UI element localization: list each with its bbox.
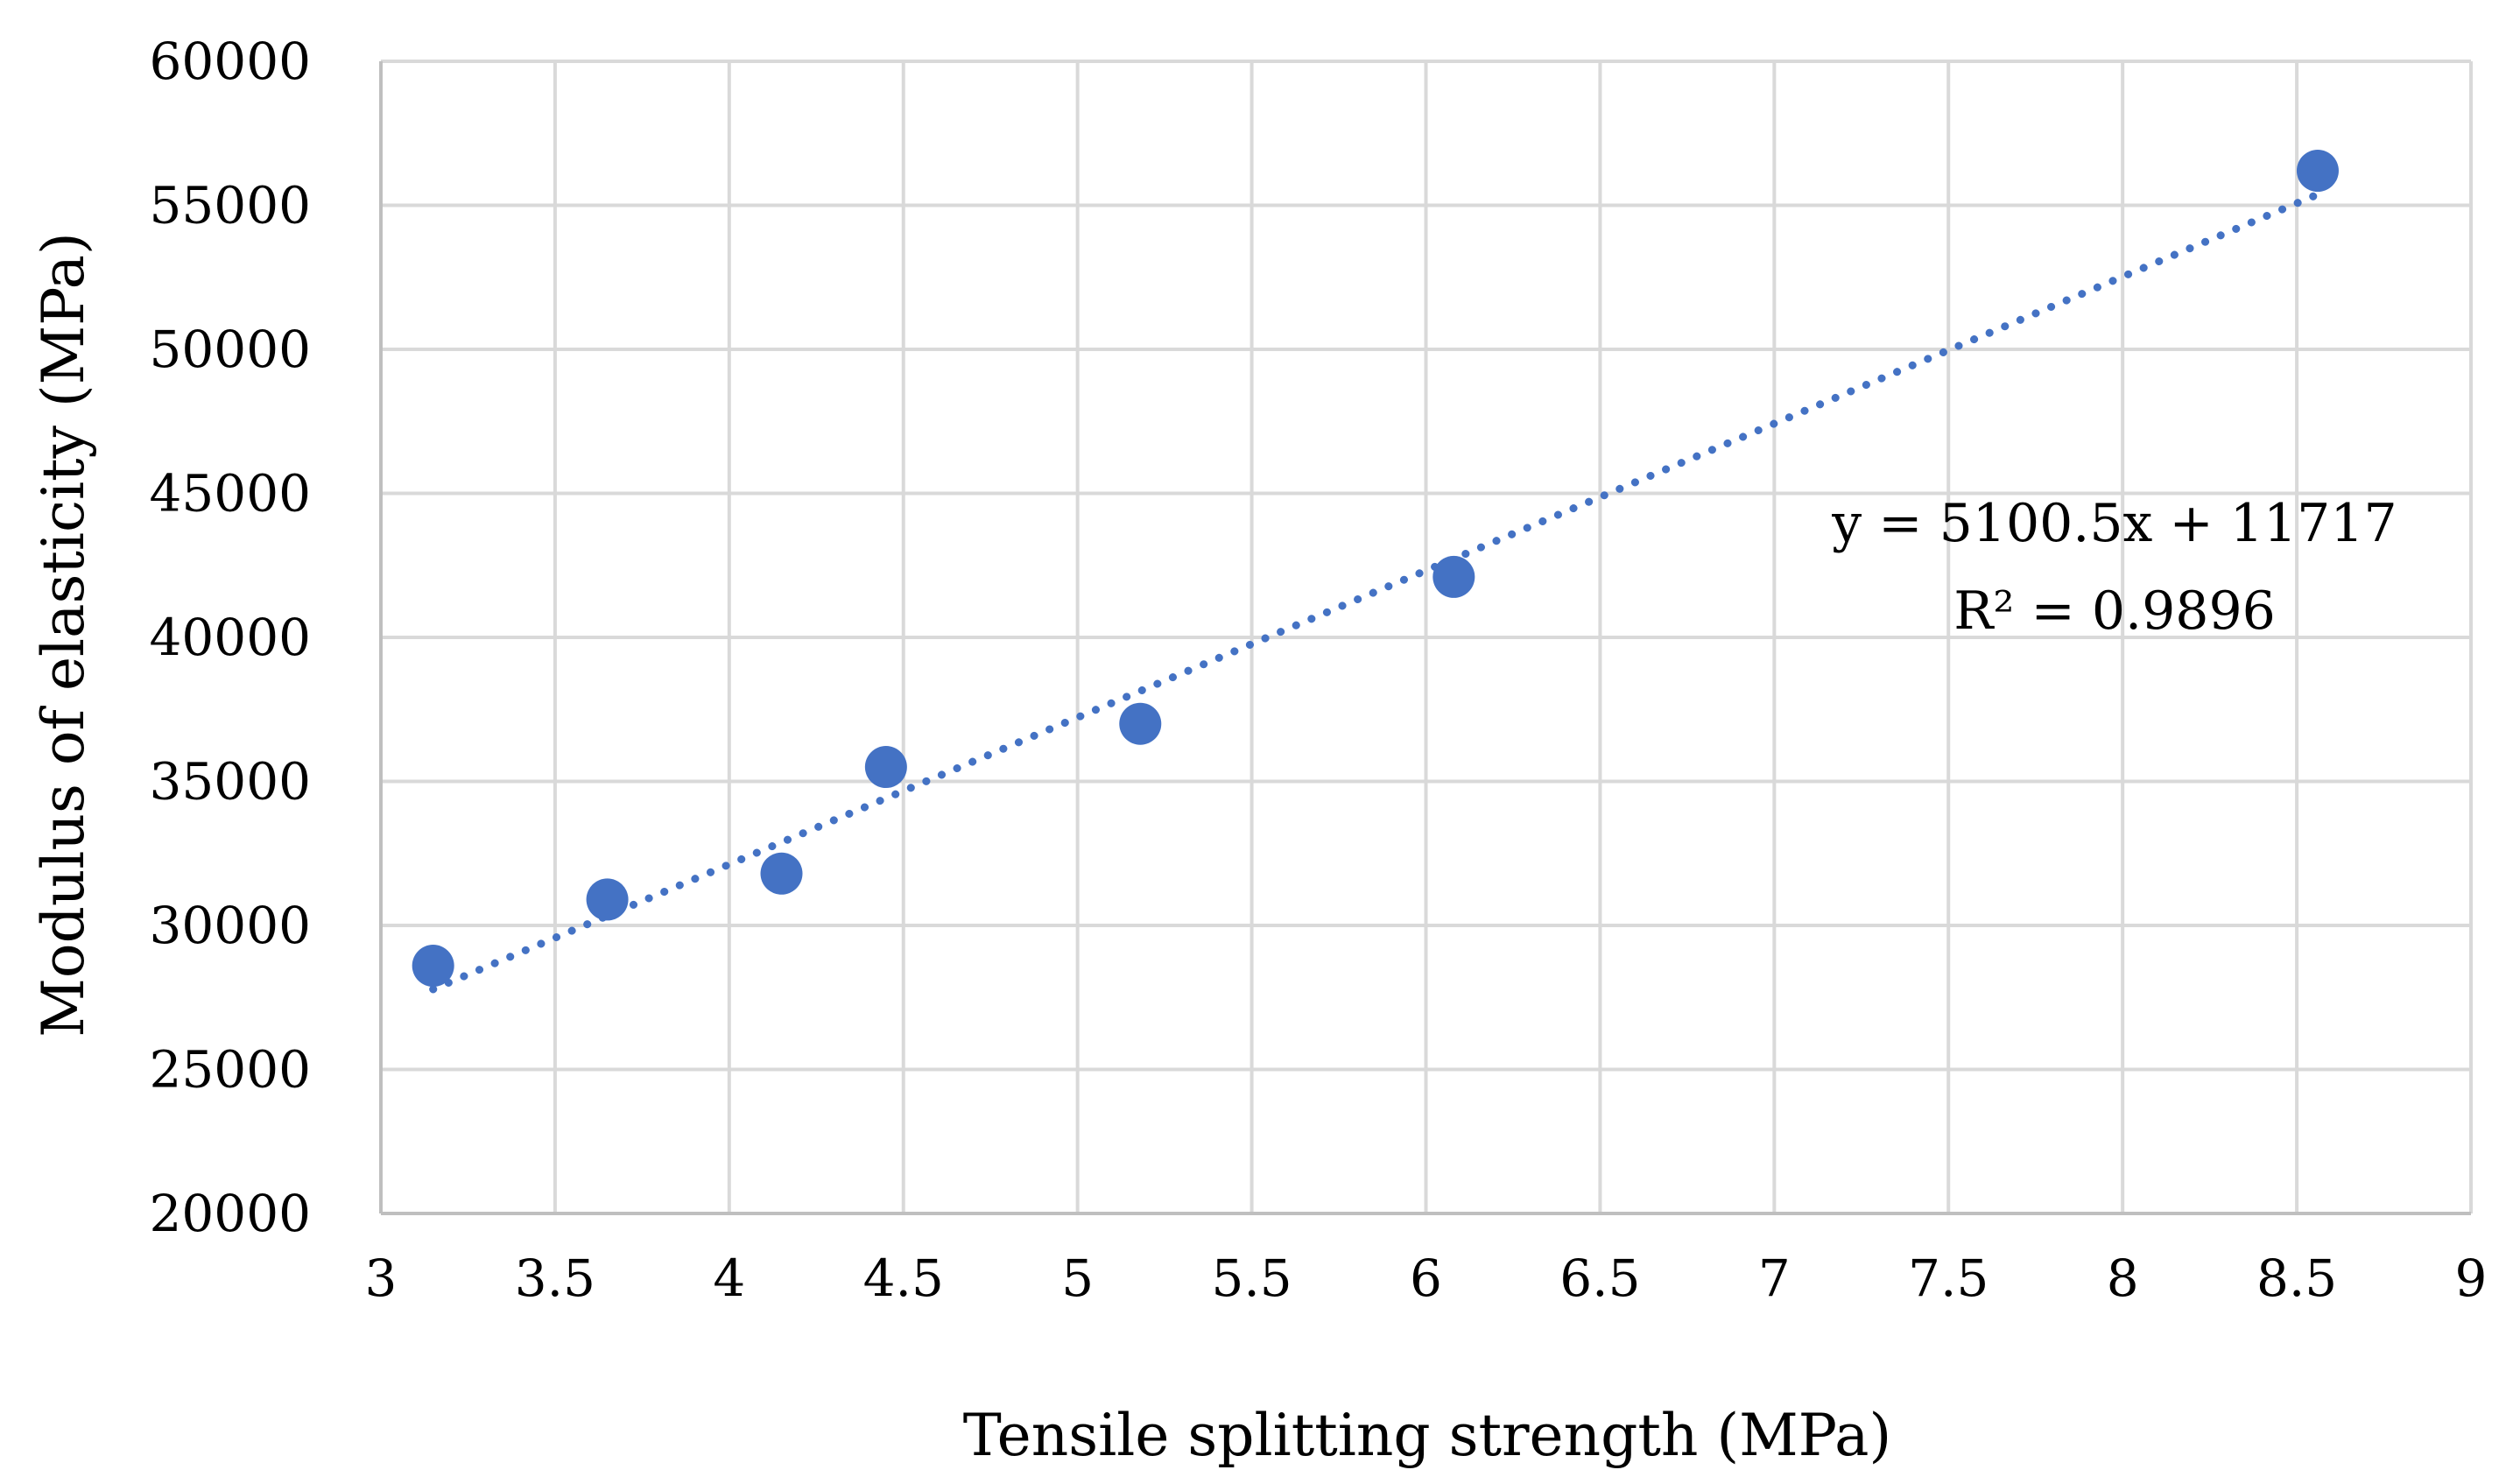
y-tick-label: 35000 [149,752,311,812]
x-tick-label: 6 [1410,1248,1442,1308]
y-tick-label: 55000 [149,176,311,236]
x-tick-label: 8 [2107,1248,2139,1308]
trendline [429,190,2322,994]
x-tick-label: 3.5 [515,1248,595,1308]
x-tick-label: 8.5 [2256,1248,2337,1308]
x-tick-label: 7.5 [1908,1248,1989,1308]
y-tick-label: 45000 [149,464,311,524]
data-point [412,945,454,988]
y-tick-label: 30000 [149,896,311,955]
x-tick-label: 9 [2455,1248,2488,1308]
trendline-equation: y = 5100.5x + 11717 [1831,493,2397,554]
points-layer [412,150,2339,988]
y-tick-label: 25000 [149,1040,311,1100]
y-tick-label: 40000 [149,608,311,667]
x-axis-title: Tensile splitting strength (MPa) [963,1402,1891,1469]
data-point [1432,555,1475,598]
trendline-r2: R² = 0.9896 [1953,580,2276,642]
labels-layer: Modulus of elasticity (MPa) Tensile spli… [30,32,2487,1469]
y-tick-label: 50000 [149,320,311,379]
x-tick-label: 5 [1061,1248,1094,1308]
x-tick-label: 7 [1758,1248,1791,1308]
data-point [2296,150,2339,193]
y-tick-label: 20000 [149,1184,311,1243]
x-tick-label: 4.5 [863,1248,944,1308]
trendline-layer [429,190,2322,994]
data-point [864,746,907,789]
x-tick-label: 4 [713,1248,745,1308]
x-tick-label: 5.5 [1211,1248,1292,1308]
y-axis-title: Modulus of elasticity (MPa) [30,232,97,1037]
x-tick-label: 6.5 [1559,1248,1640,1308]
y-tick-label: 60000 [149,32,311,91]
axis-layer [379,61,2471,1215]
data-point [1119,702,1162,745]
data-point [760,852,803,895]
data-point [586,878,629,921]
x-tick-label: 3 [365,1248,398,1308]
